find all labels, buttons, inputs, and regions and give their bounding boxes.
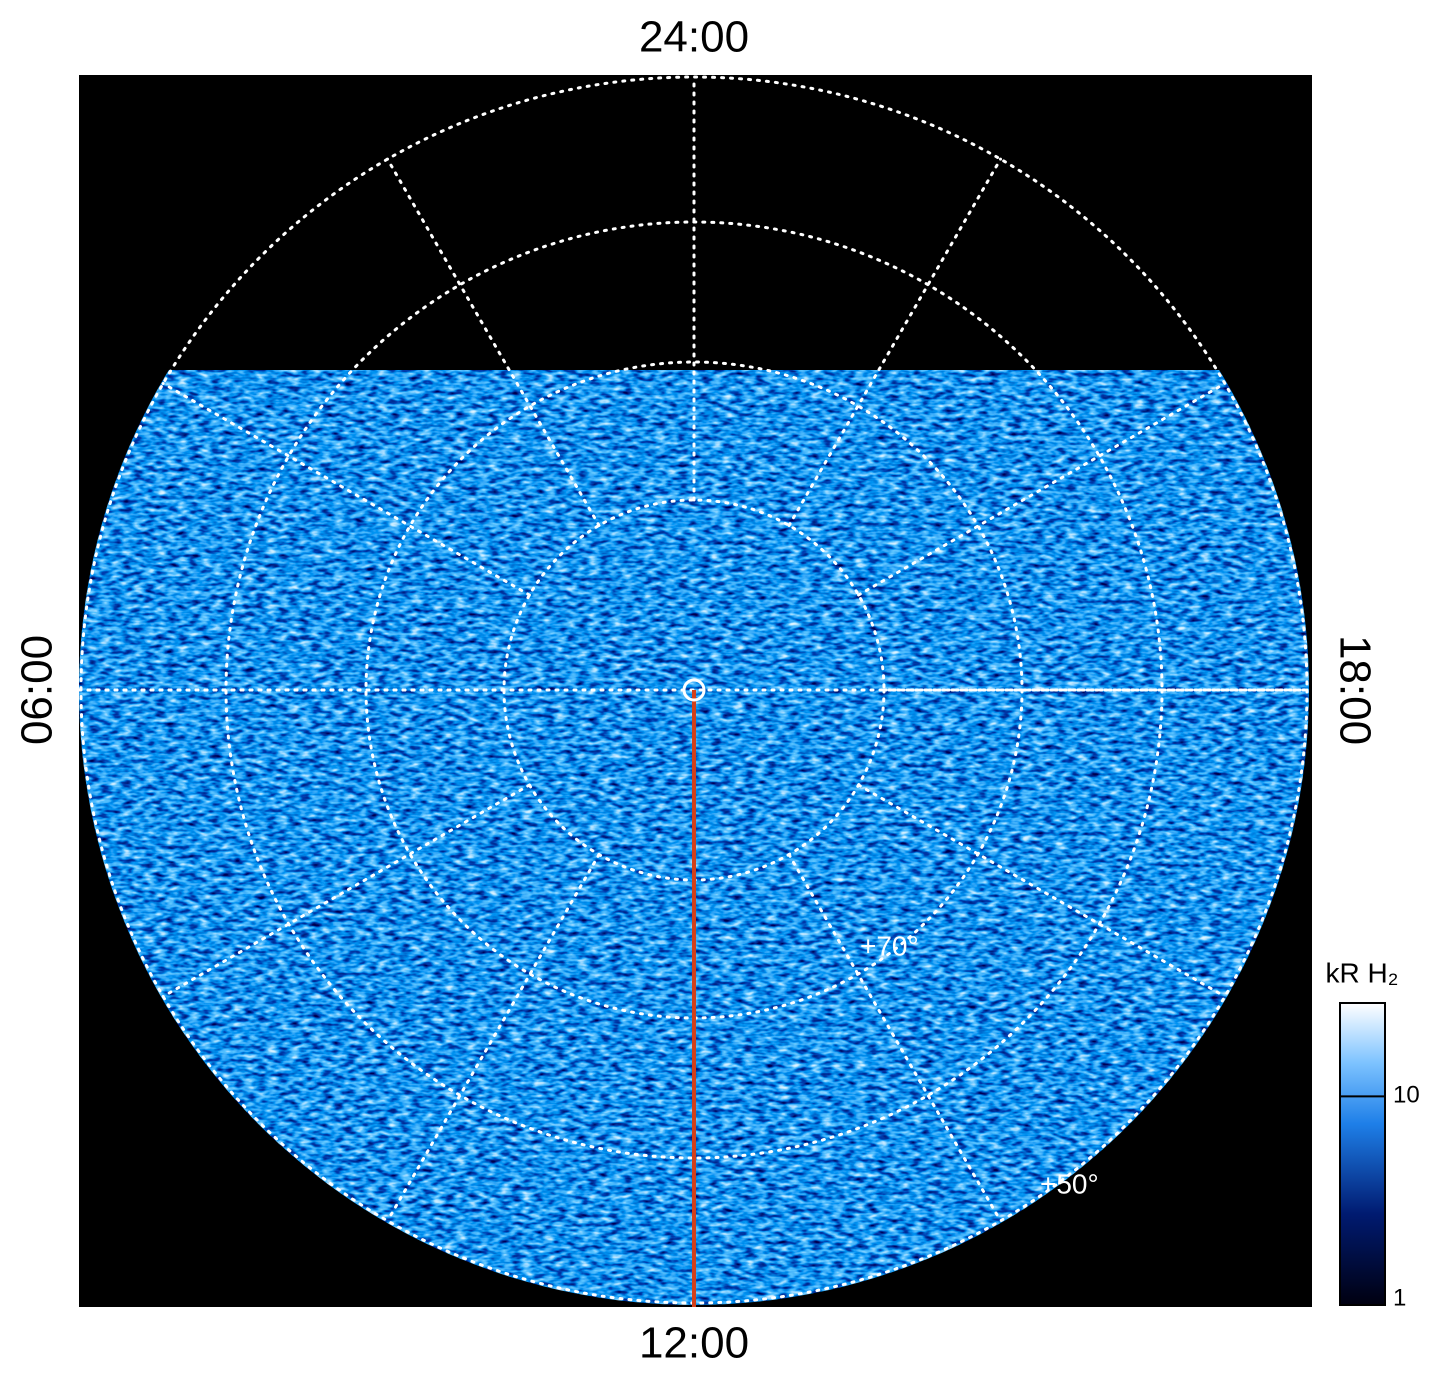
grid [77, 75, 1314, 1305]
hour-spoke [386, 853, 601, 1223]
time-label: 18:00 [1330, 635, 1379, 745]
pole-marker [682, 678, 706, 702]
time-label: 06:00 [13, 635, 62, 745]
hour-spoke [787, 157, 1002, 527]
colorbar-tick-label: 10 [1393, 1082, 1420, 1109]
colorbar-ticks: 1 10 [1340, 1082, 1420, 1311]
hour-spoke [386, 157, 601, 527]
colorbar-label: kR H₂ [1325, 957, 1398, 988]
hour-spoke [857, 783, 1227, 998]
time-label: 12:00 [639, 1319, 749, 1368]
colorbar-tick-label: 1 [1393, 1284, 1406, 1311]
colorbar [1339, 1002, 1386, 1306]
latitude-label: +70° [860, 930, 919, 961]
hour-spoke [161, 783, 531, 998]
hour-spoke [161, 382, 531, 597]
time-label: 24:00 [639, 13, 749, 62]
hour-spoke [857, 382, 1227, 597]
latitude-label: +50° [1040, 1168, 1099, 1199]
hour-spoke [787, 853, 1002, 1223]
